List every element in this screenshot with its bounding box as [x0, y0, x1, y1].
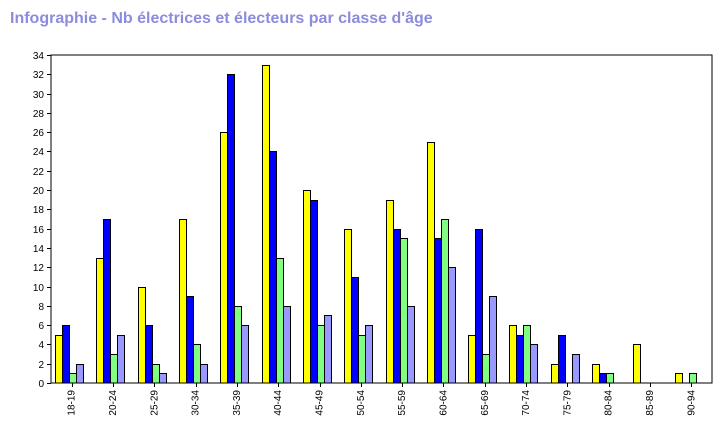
y-tick-label: 16 — [33, 225, 45, 236]
bar — [276, 258, 284, 384]
x-tick-label: 75-79 — [562, 390, 573, 416]
bar — [152, 364, 160, 384]
bar — [523, 325, 531, 384]
x-tick-label: 45-49 — [315, 390, 326, 416]
bar — [179, 219, 187, 384]
bar — [55, 335, 63, 384]
y-tick-label: 6 — [38, 321, 44, 332]
bar — [310, 200, 318, 384]
bar — [241, 325, 249, 384]
x-tick-label: 25-29 — [149, 390, 160, 416]
bar — [117, 335, 125, 384]
x-tick-label: 85-89 — [645, 390, 656, 416]
bar — [69, 373, 77, 384]
y-tick-label: 14 — [33, 244, 45, 255]
y-tick-label: 30 — [33, 90, 45, 101]
bar — [220, 132, 228, 384]
bar — [186, 296, 194, 384]
bar — [551, 364, 559, 384]
y-tick-label: 32 — [33, 70, 45, 81]
y-tick-label: 28 — [33, 109, 45, 120]
bar — [592, 364, 600, 384]
bar — [227, 74, 235, 384]
y-tick-label: 24 — [33, 147, 45, 158]
bar — [344, 229, 352, 384]
x-tick-label: 18-19 — [67, 390, 78, 416]
x-tick-label: 55-59 — [397, 390, 408, 416]
y-tick-label: 18 — [33, 205, 45, 216]
bar — [489, 296, 497, 384]
x-tick-label: 70-74 — [521, 390, 532, 416]
bar — [393, 229, 401, 384]
bar — [427, 142, 435, 384]
x-tick-label: 50-54 — [356, 390, 367, 416]
bar — [317, 325, 325, 384]
y-tick-label: 0 — [38, 379, 44, 390]
y-tick-label: 22 — [33, 167, 45, 178]
bar — [159, 373, 167, 384]
bar — [324, 315, 332, 384]
y-tick-label: 26 — [33, 128, 45, 139]
y-tick-label: 2 — [38, 360, 44, 371]
bar — [407, 306, 415, 384]
bar — [96, 258, 104, 384]
bar — [475, 229, 483, 384]
bar — [145, 325, 153, 384]
bar — [689, 373, 697, 384]
bar — [558, 335, 566, 384]
bar — [599, 373, 607, 384]
bar — [200, 364, 208, 384]
y-tick-label: 8 — [38, 302, 44, 313]
bar — [400, 238, 408, 384]
x-tick-label: 30-34 — [191, 390, 202, 416]
y-tick-label: 4 — [38, 340, 44, 351]
bar — [303, 190, 311, 384]
plot-frame — [50, 54, 713, 384]
bar — [76, 364, 84, 384]
y-tick-label: 12 — [33, 263, 45, 274]
bar — [138, 287, 146, 384]
bar — [482, 354, 490, 384]
bar — [358, 335, 366, 384]
y-tick-label: 34 — [33, 51, 45, 62]
bar — [509, 325, 517, 384]
y-tick-label: 10 — [33, 283, 45, 294]
bar — [572, 354, 580, 384]
x-tick-label: 65-69 — [480, 390, 491, 416]
x-tick-label: 40-44 — [273, 390, 284, 416]
bar — [283, 306, 291, 384]
x-tick-label: 35-39 — [232, 390, 243, 416]
x-tick-label: 60-64 — [438, 390, 449, 416]
bar — [365, 325, 373, 384]
bar — [675, 373, 683, 384]
y-tick-label: 20 — [33, 186, 45, 197]
bar — [633, 344, 641, 384]
bar — [468, 335, 476, 384]
bar — [606, 373, 614, 384]
bar — [530, 344, 538, 384]
x-tick-label: 20-24 — [108, 390, 119, 416]
bar — [434, 238, 442, 384]
chart-title: Infographie - Nb électrices et électeurs… — [10, 10, 433, 27]
bar — [516, 335, 524, 384]
bar — [193, 344, 201, 384]
bar — [234, 306, 242, 384]
bar — [448, 267, 456, 384]
bar — [262, 65, 270, 384]
bar — [110, 354, 118, 384]
bar — [441, 219, 449, 384]
bar — [269, 151, 277, 384]
x-tick-label: 80-84 — [604, 390, 615, 416]
bar — [351, 277, 359, 384]
bar — [386, 200, 394, 384]
bar — [62, 325, 70, 384]
bar — [103, 219, 111, 384]
x-tick-label: 90-94 — [686, 390, 697, 416]
